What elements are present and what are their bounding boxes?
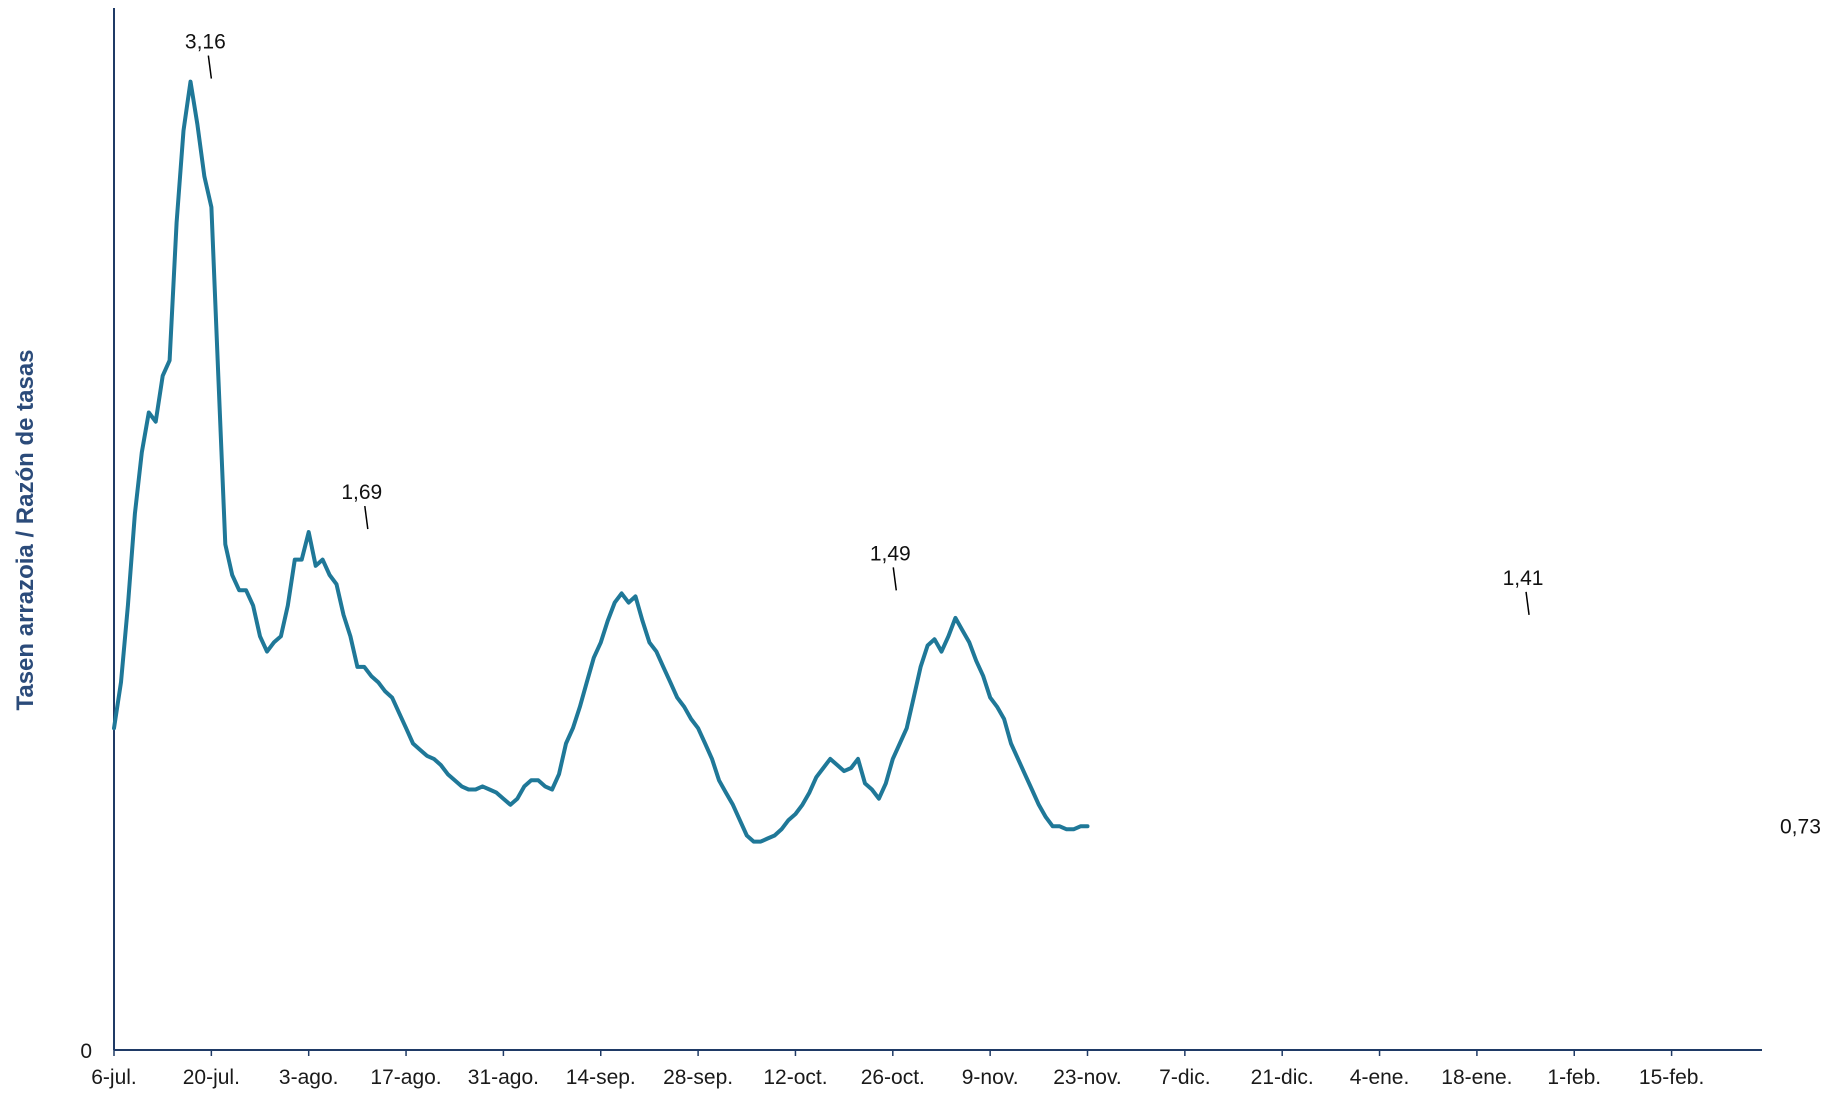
x-tick-label: 12-oct. xyxy=(763,1066,827,1089)
axes xyxy=(113,8,1762,1051)
data-label: 3,16 xyxy=(185,31,226,54)
x-tick-label: 14-sep. xyxy=(566,1066,636,1089)
leader-line xyxy=(892,567,898,591)
series-line xyxy=(112,79,1090,844)
x-tick-label: 15-feb. xyxy=(1639,1066,1704,1089)
x-tick-label: 23-nov. xyxy=(1053,1066,1122,1089)
x-tick-label: 20-jul. xyxy=(183,1066,240,1089)
x-tick-label: 21-dic. xyxy=(1251,1066,1314,1089)
leader-line xyxy=(207,55,213,79)
x-tick-label: 4-ene. xyxy=(1350,1066,1410,1089)
x-tick-label: 9-nov. xyxy=(962,1066,1019,1089)
x-tick-label: 28-sep. xyxy=(663,1066,733,1089)
x-tick-label: 26-oct. xyxy=(861,1066,925,1089)
x-axis-tick-labels: 6-jul. 20-jul. 3-ago. 17-ago. 31-ago. 14-sep.… xyxy=(91,1050,1704,1089)
data-label: 1,69 xyxy=(341,481,382,504)
data-labels: 3,16 1,69 1,49 1,41 0,73 xyxy=(185,31,1821,839)
x-tick-label: 3-ago. xyxy=(279,1066,339,1089)
x-tick-label: 6-jul. xyxy=(91,1066,137,1089)
data-label: 0,73 xyxy=(1780,815,1821,838)
leader-line xyxy=(1525,591,1530,615)
x-tick-label: 7-dic. xyxy=(1159,1066,1210,1089)
data-label: 1,49 xyxy=(870,542,911,565)
y-axis-tick-labels: 0 xyxy=(80,1040,92,1063)
series-group xyxy=(112,79,1090,844)
x-tick-label: 1-feb. xyxy=(1547,1066,1601,1089)
x-tick-label: 31-ago. xyxy=(468,1066,539,1089)
leader-line xyxy=(364,505,369,530)
y-tick-label: 0 xyxy=(80,1040,92,1063)
data-label: 1,41 xyxy=(1503,567,1544,590)
x-tick-label: 18-ene. xyxy=(1441,1066,1512,1089)
x-tick-label: 17-ago. xyxy=(370,1066,441,1089)
y-axis-title: Tasen arrazoia / Razón de tasas xyxy=(12,349,39,710)
